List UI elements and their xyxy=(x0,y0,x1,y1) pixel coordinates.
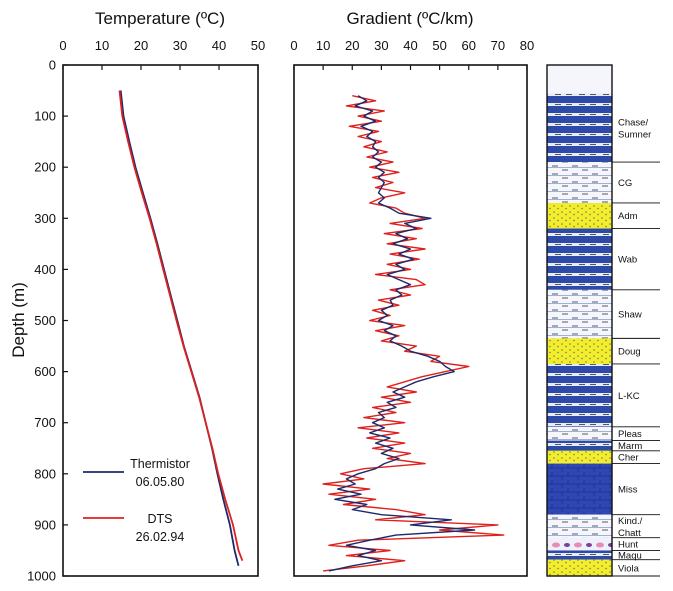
formation-unit xyxy=(547,450,612,464)
legend: Thermistor 06.05.80 DTS 26.02.94 xyxy=(83,457,190,544)
temperature-axis-title: Temperature (ºC) xyxy=(95,9,225,28)
formation-label: Wab xyxy=(618,255,637,266)
temp-x-tick-label: 20 xyxy=(134,38,148,53)
formation-unit xyxy=(547,426,612,441)
formation-unit xyxy=(547,440,612,451)
depth-tick-label: 0 xyxy=(49,58,56,73)
grad-x-tick-label: 60 xyxy=(462,38,476,53)
formation-unit xyxy=(547,338,612,364)
gradient-line-dts xyxy=(322,95,505,572)
formation-unit xyxy=(547,537,612,551)
grad-x-tick-label: 70 xyxy=(491,38,505,53)
formation-label: Chase/ xyxy=(618,118,648,129)
formation-unit xyxy=(547,363,612,427)
temperature-series xyxy=(118,90,244,567)
temp-x-tick-label: 0 xyxy=(59,38,66,53)
depth-tick-label: 1000 xyxy=(27,569,56,584)
temperature-line-thermistor xyxy=(119,90,240,567)
formation-unit xyxy=(547,162,612,203)
temp-x-tick-label: 50 xyxy=(251,38,265,53)
grad-x-tick-label: 30 xyxy=(374,38,388,53)
formation-label: Miss xyxy=(618,485,638,496)
formation-unit xyxy=(547,93,612,163)
formation-unit xyxy=(547,559,612,576)
grad-x-tick-label: 40 xyxy=(403,38,417,53)
gradient-plot-frame xyxy=(293,64,528,577)
gradient-x-ticks: 0 10 20 30 40 50 60 70 80 xyxy=(290,38,534,70)
formation-unit xyxy=(547,514,612,538)
formation-label: L-KC xyxy=(618,391,640,402)
grad-x-tick-label: 80 xyxy=(520,38,534,53)
legend-dts-date: 26.02.94 xyxy=(136,530,185,544)
formation-label: Shaw xyxy=(618,310,642,321)
formation-label: Cher xyxy=(618,453,639,464)
grad-x-tick-label: 0 xyxy=(290,38,297,53)
temperature-panel: Temperature (ºC) 0 10 20 30 40 50 0 100 200 300 4… xyxy=(9,9,265,584)
formation-unit xyxy=(547,228,612,290)
depth-y-ticks: 0 100 200 300 400 500 600 700 800 900 1000 xyxy=(27,58,68,584)
depth-tick-label: 200 xyxy=(34,160,56,175)
formation-unit xyxy=(547,289,612,339)
formation-label: Viola xyxy=(618,563,640,574)
temperature-plot-frame xyxy=(62,64,259,577)
formation-label: CG xyxy=(618,178,632,189)
gradient-line-thermistor xyxy=(328,95,476,572)
formation-unit xyxy=(547,550,612,560)
gradient-series xyxy=(322,95,505,572)
depth-tick-label: 500 xyxy=(34,313,56,328)
formation-label: Sumner xyxy=(618,130,651,141)
depth-tick-label: 100 xyxy=(34,109,56,124)
gradient-panel: Gradient (ºC/km) 0 10 20 30 40 50 60 70 80 xyxy=(290,9,534,577)
formation-label: Marm xyxy=(618,441,642,452)
depth-tick-label: 700 xyxy=(34,415,56,430)
gradient-axis-title: Gradient (ºC/km) xyxy=(346,9,473,28)
formation-label: Hunt xyxy=(618,540,638,551)
depth-tick-label: 800 xyxy=(34,466,56,481)
depth-tick-label: 400 xyxy=(34,262,56,277)
legend-dts-label: DTS xyxy=(148,512,173,526)
legend-thermistor-label: Thermistor xyxy=(130,457,190,471)
depth-tick-label: 600 xyxy=(34,364,56,379)
formation-label: Kind./ xyxy=(618,516,643,527)
column-frame xyxy=(546,64,613,577)
stratigraphic-column: Chase/Sumner CG Adm Wab Shaw Doug L-KC PleasMar… xyxy=(546,64,660,577)
depth-tick-label: 900 xyxy=(34,517,56,532)
formation-label: Pleas xyxy=(618,429,642,440)
grad-x-tick-label: 50 xyxy=(432,38,446,53)
formation-label: Adm xyxy=(618,211,638,222)
formation-unit xyxy=(547,202,612,229)
formation-label: Doug xyxy=(618,347,641,358)
formation-label: Maqu xyxy=(618,551,642,562)
temp-x-tick-label: 10 xyxy=(95,38,109,53)
temp-x-tick-label: 40 xyxy=(212,38,226,53)
formation-label: Chatt xyxy=(618,528,641,539)
temp-x-tick-label: 30 xyxy=(173,38,187,53)
formation-unit xyxy=(547,463,612,515)
grad-x-tick-label: 20 xyxy=(345,38,359,53)
depth-axis-title: Depth (m) xyxy=(9,282,28,358)
depth-tick-label: 300 xyxy=(34,211,56,226)
legend-thermistor-date: 06.05.80 xyxy=(136,475,185,489)
grad-x-tick-label: 10 xyxy=(316,38,330,53)
column-top-unit xyxy=(547,65,612,94)
temperature-line-dts xyxy=(118,90,244,562)
